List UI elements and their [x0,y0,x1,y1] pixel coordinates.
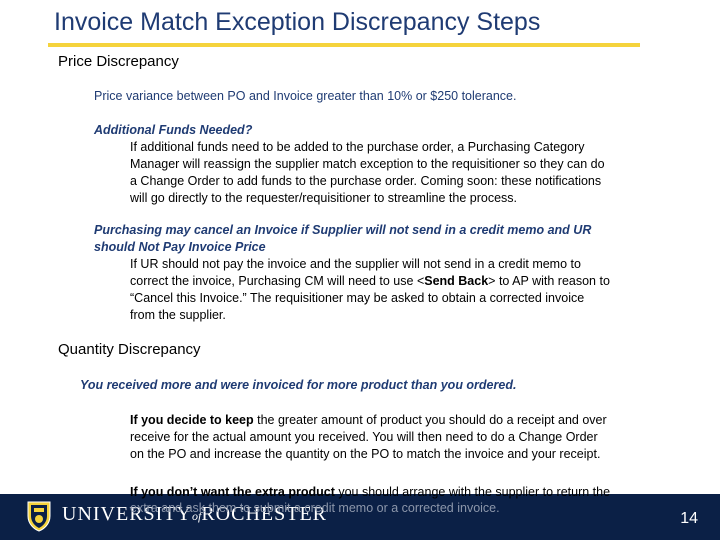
cancel-line: from the supplier. [130,308,226,322]
cancel-heading-line: should Not Pay Invoice Price [94,240,266,254]
university-crest-icon [27,501,51,532]
cancel-line: correct the invoice, Purchasing CM will … [130,273,610,290]
received-more-heading: You received more and were invoiced for … [80,378,517,392]
send-back-label: Send Back [424,274,489,288]
cancel-line: “Cancel this Invoice.” The requisitioner… [130,291,585,305]
quantity-discrepancy-heading: Quantity Discrepancy [58,341,201,358]
university-wordmark: UNIVERSITYofROCHESTER [62,503,327,526]
extra-product-paragraph: If you don’t want the extra product you … [130,484,700,516]
cancel-line-text: correct the invoice, Purchasing CM will … [130,274,425,288]
keep-paragraph: If you decide to keep the greater amount… [130,412,607,463]
extra-line-text: you should arrange with the supplier to … [334,485,611,499]
price-discrepancy-heading: Price Discrepancy [58,53,179,70]
funds-line: a Change Order to add funds to the purch… [130,174,602,188]
wordmark-university: UNIVERSITY [62,503,192,525]
keep-line-text: the greater amount of product you should… [253,413,607,427]
extra-line: extra and ask them to submit a credit me… [130,501,500,515]
extra-line: If you don’t want the extra product you … [130,484,700,500]
funds-line: Manager will reassign the supplier match… [130,157,605,171]
cancel-heading-line: Purchasing may cancel an Invoice if Supp… [94,223,592,237]
keep-line: on the PO and increase the quantity on t… [130,447,601,461]
wordmark-of: of [192,509,202,523]
page-number: 14 [680,510,698,527]
funds-needed-paragraph: If additional funds need to be added to … [130,139,605,207]
funds-line: will go directly to the requester/requis… [130,191,517,205]
cancel-invoice-heading: Purchasing may cancel an Invoice if Supp… [94,222,674,256]
cancel-line-text: > to AP with reason to [488,274,610,288]
funds-needed-heading: Additional Funds Needed? [94,123,253,137]
extra-bold-text: If you don’t want the extra product [130,485,335,499]
funds-line: If additional funds need to be added to … [130,140,585,154]
keep-line: If you decide to keep the greater amount… [130,412,607,429]
keep-bold-text: If you decide to keep [130,413,254,427]
slide-title: Invoice Match Exception Discrepancy Step… [54,8,541,36]
footer-bar [0,494,720,540]
cancel-line: If UR should not pay the invoice and the… [130,257,581,271]
price-variance-text: Price variance between PO and Invoice gr… [94,89,517,103]
wordmark-rochester: ROCHESTER [201,503,328,525]
keep-line: receive for the actual amount you receiv… [130,430,598,444]
title-underline [48,43,640,47]
cancel-invoice-paragraph: If UR should not pay the invoice and the… [130,256,610,324]
